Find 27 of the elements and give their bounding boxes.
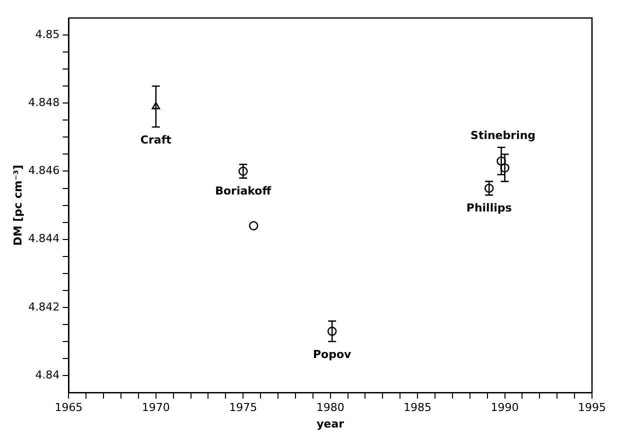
- point: [248, 221, 258, 230]
- point: [484, 184, 494, 193]
- x-tick-label: 1980: [316, 401, 344, 414]
- y-axis-title: DM [pc cm⁻³]: [11, 164, 24, 246]
- x-tick-label: 1990: [490, 401, 519, 414]
- point: [238, 166, 248, 176]
- y-tick-label: 4.842: [28, 300, 60, 314]
- series-label: Popov: [312, 348, 352, 361]
- point: [496, 156, 506, 166]
- point: [327, 326, 337, 336]
- x-axis-title: year: [316, 417, 345, 430]
- y-tick-label: 4.846: [28, 164, 60, 178]
- y-tick-label: 4.844: [28, 232, 60, 246]
- y-tick-label: 4.84: [35, 368, 60, 382]
- x-tick-label: 1985: [404, 401, 432, 414]
- series-label: Stinebring: [470, 128, 536, 142]
- point: [500, 163, 510, 172]
- series-label: Boriakoff: [215, 184, 272, 198]
- x-tick-label: 1965: [54, 401, 83, 414]
- text: Craft: [140, 133, 172, 146]
- y-tick-label: 4.848: [28, 96, 60, 109]
- x-tick-label: 1995: [578, 401, 606, 414]
- series-label: Phillips: [466, 201, 512, 214]
- x-tick-label: 1970: [142, 401, 170, 414]
- point: [152, 102, 160, 110]
- x-tick-label: 1975: [229, 401, 258, 414]
- y-tick-label: 4.85: [35, 28, 60, 41]
